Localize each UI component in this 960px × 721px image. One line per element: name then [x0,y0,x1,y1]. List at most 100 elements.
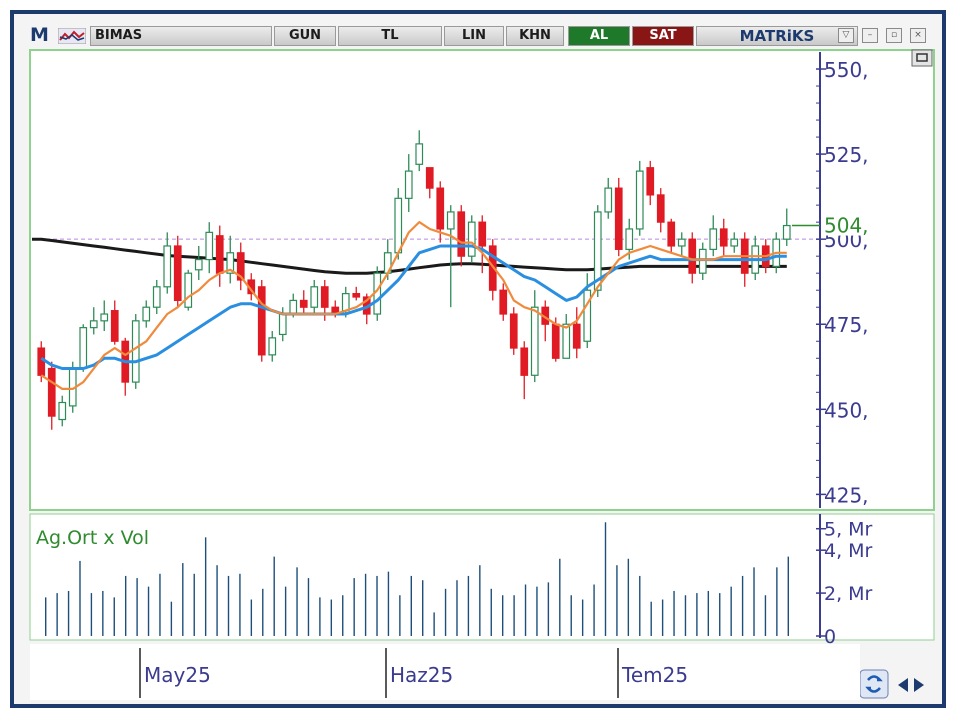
candle-body [37,347,46,376]
candle-body [562,323,571,359]
candle-body [320,286,329,308]
candle-body [625,228,634,250]
dropdown-icon[interactable]: ▽ [838,28,854,43]
chart-type-icon[interactable] [58,28,86,44]
candle-body [677,238,686,247]
candle-body [646,167,655,196]
sell-button[interactable]: SAT [632,26,694,46]
symbol-selector[interactable]: BIMAS [90,26,272,46]
candle-body [730,238,739,247]
date-ticks: May25 Haz25 Tem25 [139,648,688,698]
candle-body [299,299,308,308]
candle-body [236,252,245,281]
candle-body [604,187,613,213]
volume-bars [45,522,789,636]
candle-body [425,167,434,189]
close-icon[interactable]: × [910,28,926,43]
candle-body [47,367,56,417]
buy-button[interactable]: AL [568,26,630,46]
candle-body [593,211,602,291]
candle-body [341,293,350,312]
last-price-label-bg [821,213,879,236]
candle-body [635,170,644,230]
candle-body [446,211,455,230]
candle-body [142,306,151,322]
candle-body [457,211,466,257]
candle-body [184,272,193,308]
maximize-icon[interactable]: ▫ [886,28,902,43]
candle-body [100,313,109,322]
candle-body [394,197,403,254]
ma-long-path [32,237,787,275]
chart-toolbar: M BIMAS GUN TL LIN KHN AL SAT MATRiKS ▽ … [28,24,940,48]
candle-body [719,228,728,247]
candle-body [268,337,277,356]
candle-body [530,306,539,376]
candle-body [614,187,623,250]
candle-body [79,327,88,370]
ma-short-path [40,221,787,390]
navigation-controls [860,669,924,699]
candle-body [215,235,224,274]
volume-title: Ag.Ort x Vol [36,527,149,549]
candle-body [289,299,298,315]
candle-body [352,293,361,298]
currency-button[interactable]: TL [338,26,442,46]
candle-body [782,224,791,240]
candle-body [583,289,592,342]
ma-long-line [32,237,787,275]
candle-body [415,143,424,165]
brand-label: MATRiKS [696,26,858,46]
volume-panel [29,513,935,641]
candle-body [509,313,518,349]
candle-body [173,245,182,302]
volume-tick-label: 0 [824,626,836,648]
volume-tick-label: 2, Mr [824,583,873,605]
candle-body [205,231,214,261]
ma-short-line [40,221,787,390]
ma-mid-line [40,244,787,370]
candle-body [152,286,161,308]
candle-body [163,245,172,288]
volume-tick-label: 5, Mr [824,519,873,541]
candle-body [404,170,413,199]
volume-tick-label: 4, Mr [824,540,873,562]
candle-body [110,310,119,342]
price-tick-label: 475, [824,313,869,337]
period-button[interactable]: GUN [274,26,336,46]
candle-body [667,221,676,247]
price-ticks: 550,525,500,475,450,425,504, [792,58,879,507]
panel-restore-icon[interactable] [911,49,933,67]
date-tick-label: May25 [144,663,211,687]
candle-body [89,320,98,329]
scroll-left-icon[interactable] [898,678,908,692]
candle-body [478,221,487,247]
price-tick-label: 525, [824,143,869,167]
price-tick-label: 450, [824,398,869,422]
candle-body [58,401,67,421]
candle-body [278,313,287,336]
candle-body [131,320,140,383]
candle-body [572,323,581,349]
last-price-label: 504, [824,214,869,238]
ma-mid-path [40,244,787,370]
date-axis [30,644,860,700]
scale-button[interactable]: LIN [444,26,504,46]
scroll-right-icon[interactable] [914,678,924,692]
candle-body [310,286,319,308]
candle-body [520,347,529,376]
matriks-logo: M [30,24,49,46]
date-tick-label: Tem25 [621,663,688,687]
volume-ticks: 2, Mr 4, Mr5, Mr 0 [816,519,873,648]
candle-body [194,258,203,271]
panel-restore-glyph [916,53,928,62]
candle-body [656,194,665,223]
candle-body [688,238,697,274]
minimize-icon[interactable]: – [862,28,878,43]
price-tick-label: 425, [824,483,869,507]
chart-style-button[interactable]: KHN [506,26,564,46]
candle-body [467,221,476,257]
refresh-icon[interactable] [860,669,889,699]
date-tick-label: Haz25 [390,663,453,687]
